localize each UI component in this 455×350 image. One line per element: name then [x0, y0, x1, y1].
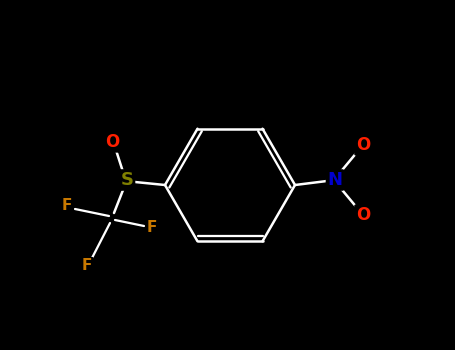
Text: F: F — [147, 220, 157, 236]
Text: S: S — [121, 171, 133, 189]
Text: N: N — [328, 171, 343, 189]
Text: O: O — [356, 206, 370, 224]
Text: F: F — [62, 198, 72, 214]
Text: F: F — [82, 259, 92, 273]
Text: O: O — [356, 136, 370, 154]
Text: O: O — [105, 133, 119, 151]
